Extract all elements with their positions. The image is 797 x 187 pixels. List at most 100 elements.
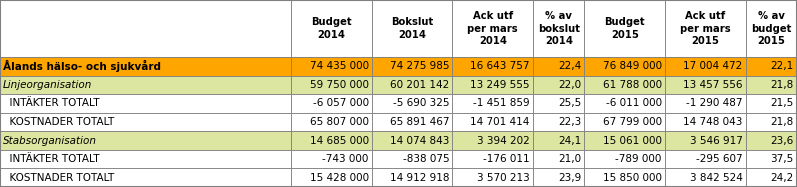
- Text: Budget
2015: Budget 2015: [604, 17, 645, 40]
- Bar: [0, 0, 292, 57]
- Text: 14 685 000: 14 685 000: [309, 136, 369, 146]
- Text: 60 201 142: 60 201 142: [390, 80, 450, 90]
- Text: 3 394 202: 3 394 202: [477, 136, 530, 146]
- Text: -1 451 859: -1 451 859: [473, 98, 530, 108]
- Text: 23,6: 23,6: [771, 136, 794, 146]
- Bar: [533, 76, 584, 94]
- Text: 67 799 000: 67 799 000: [603, 117, 662, 127]
- Text: 21,8: 21,8: [771, 80, 794, 90]
- Text: 37,5: 37,5: [771, 154, 794, 164]
- Text: -1 290 487: -1 290 487: [686, 98, 742, 108]
- Text: -6 011 000: -6 011 000: [606, 98, 662, 108]
- Bar: [584, 94, 665, 113]
- Bar: [665, 150, 745, 168]
- Bar: [533, 150, 584, 168]
- Bar: [584, 168, 665, 187]
- Bar: [745, 76, 797, 94]
- Text: 14 074 843: 14 074 843: [390, 136, 450, 146]
- Bar: [292, 94, 372, 113]
- Text: 15 061 000: 15 061 000: [603, 136, 662, 146]
- Text: Ack utf
per mars
2014: Ack utf per mars 2014: [468, 11, 518, 46]
- Text: 74 435 000: 74 435 000: [309, 61, 369, 71]
- Bar: [292, 168, 372, 187]
- Text: % av
bokslut
2014: % av bokslut 2014: [538, 11, 579, 46]
- Text: 24,2: 24,2: [771, 173, 794, 183]
- Text: 13 457 556: 13 457 556: [683, 80, 742, 90]
- Bar: [665, 76, 745, 94]
- Bar: [745, 113, 797, 131]
- Text: Stabsorganisation: Stabsorganisation: [3, 136, 97, 146]
- Bar: [745, 0, 797, 57]
- Text: KOSTNADER TOTALT: KOSTNADER TOTALT: [3, 117, 115, 127]
- Text: Ålands hälso- och sjukvård: Ålands hälso- och sjukvård: [3, 60, 161, 72]
- Bar: [0, 131, 292, 150]
- Text: 22,4: 22,4: [558, 61, 581, 71]
- Text: 21,0: 21,0: [558, 154, 581, 164]
- Text: -743 000: -743 000: [322, 154, 369, 164]
- Bar: [372, 150, 453, 168]
- Text: 65 891 467: 65 891 467: [390, 117, 450, 127]
- Bar: [665, 94, 745, 113]
- Text: 76 849 000: 76 849 000: [603, 61, 662, 71]
- Bar: [665, 131, 745, 150]
- Text: -176 011: -176 011: [483, 154, 530, 164]
- Text: 21,8: 21,8: [771, 117, 794, 127]
- Bar: [584, 150, 665, 168]
- Bar: [0, 76, 292, 94]
- Bar: [372, 113, 453, 131]
- Text: 22,0: 22,0: [558, 80, 581, 90]
- Text: 17 004 472: 17 004 472: [683, 61, 742, 71]
- Bar: [453, 57, 533, 76]
- Bar: [372, 94, 453, 113]
- Text: % av
budget
2015: % av budget 2015: [751, 11, 791, 46]
- Text: 13 249 555: 13 249 555: [470, 80, 530, 90]
- Text: 65 807 000: 65 807 000: [310, 117, 369, 127]
- Bar: [665, 168, 745, 187]
- Bar: [0, 113, 292, 131]
- Text: 15 428 000: 15 428 000: [309, 173, 369, 183]
- Bar: [0, 150, 292, 168]
- Text: 22,3: 22,3: [558, 117, 581, 127]
- Bar: [453, 76, 533, 94]
- Bar: [292, 76, 372, 94]
- Bar: [292, 150, 372, 168]
- Text: 3 842 524: 3 842 524: [689, 173, 742, 183]
- Bar: [745, 94, 797, 113]
- Bar: [372, 0, 453, 57]
- Bar: [292, 131, 372, 150]
- Text: 59 750 000: 59 750 000: [310, 80, 369, 90]
- Bar: [533, 0, 584, 57]
- Bar: [533, 57, 584, 76]
- Text: 14 701 414: 14 701 414: [470, 117, 530, 127]
- Bar: [745, 57, 797, 76]
- Bar: [533, 131, 584, 150]
- Bar: [372, 168, 453, 187]
- Bar: [292, 113, 372, 131]
- Text: 3 546 917: 3 546 917: [689, 136, 742, 146]
- Text: INTÄKTER TOTALT: INTÄKTER TOTALT: [3, 154, 100, 164]
- Text: Linjeorganisation: Linjeorganisation: [3, 80, 92, 90]
- Bar: [533, 168, 584, 187]
- Bar: [665, 0, 745, 57]
- Bar: [372, 131, 453, 150]
- Bar: [533, 94, 584, 113]
- Text: 14 748 043: 14 748 043: [683, 117, 742, 127]
- Bar: [453, 150, 533, 168]
- Text: -6 057 000: -6 057 000: [312, 98, 369, 108]
- Text: Bokslut
2014: Bokslut 2014: [391, 17, 434, 40]
- Bar: [584, 0, 665, 57]
- Bar: [453, 131, 533, 150]
- Text: -5 690 325: -5 690 325: [393, 98, 450, 108]
- Bar: [745, 168, 797, 187]
- Bar: [453, 113, 533, 131]
- Bar: [745, 150, 797, 168]
- Text: 15 850 000: 15 850 000: [603, 173, 662, 183]
- Bar: [665, 113, 745, 131]
- Text: 16 643 757: 16 643 757: [470, 61, 530, 71]
- Bar: [665, 57, 745, 76]
- Bar: [292, 57, 372, 76]
- Bar: [0, 57, 292, 76]
- Bar: [453, 94, 533, 113]
- Bar: [745, 131, 797, 150]
- Text: 22,1: 22,1: [771, 61, 794, 71]
